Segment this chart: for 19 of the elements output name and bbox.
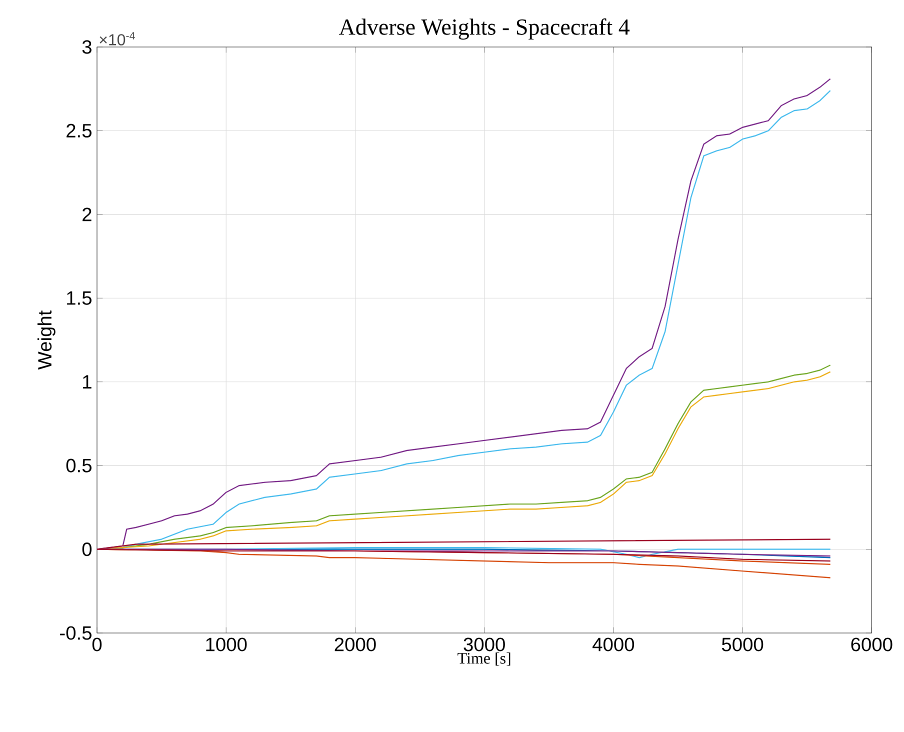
- y-tick-label: 2.5: [66, 124, 92, 138]
- chart-title: Adverse Weights - Spacecraft 4: [338, 18, 630, 40]
- text: ×10$^{-4}$: [100, 32, 135, 46]
- x-tick-label: 2000: [334, 638, 376, 652]
- x-tick-label: 6000: [851, 638, 892, 652]
- x-tick-label: 5000: [722, 638, 764, 652]
- y-tick-label: -0.5: [60, 626, 92, 640]
- y-tick-label: 0.5: [66, 458, 92, 472]
- y-tick-label: 1: [83, 375, 92, 388]
- y-tick-label: 3: [82, 40, 92, 54]
- y-axis-title: Weight: [38, 310, 56, 370]
- y-tick-label: 1.5: [67, 291, 92, 305]
- x-axis-title: Time [s]: [458, 652, 510, 666]
- x-tick-label: 4000: [592, 638, 634, 652]
- x-tick-label: 0: [92, 638, 102, 652]
- y-tick-label: 0: [82, 542, 92, 556]
- x-tick-label: 1000: [206, 638, 247, 652]
- y-tick-label: 2: [82, 208, 92, 222]
- x-tick-label: 3000: [464, 638, 505, 652]
